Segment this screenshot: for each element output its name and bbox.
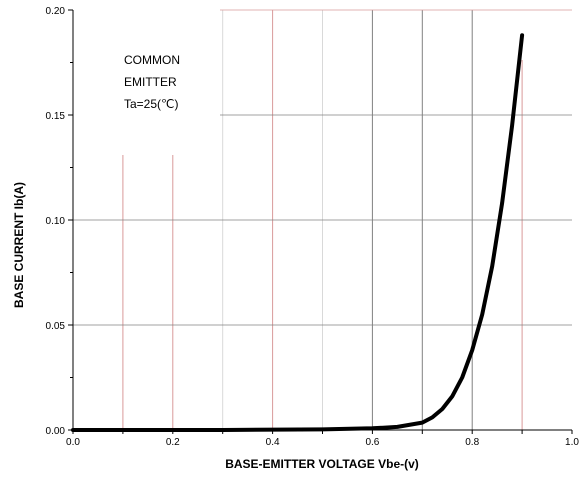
ticks-layer: 0.0 0.2 0.4 0.6 0.8 1.0 0.00 0.05 0.10 0.15 0.20 <box>46 6 580 448</box>
y-tick-label: 0.00 <box>46 426 66 437</box>
y-tick-label: 0.10 <box>46 216 66 227</box>
annotation-line-2: EMITTER <box>124 75 177 89</box>
series-layer <box>71 33 525 432</box>
ib-vbe-curve <box>71 33 525 432</box>
grid-layer <box>73 9 572 430</box>
y-tick-label: 0.05 <box>46 321 66 332</box>
annotation-line-1: COMMON <box>124 53 180 67</box>
x-tick-label: 1.0 <box>565 437 579 448</box>
y-tick-label: 0.20 <box>46 6 66 17</box>
annotation: COMMON EMITTER Ta=25(℃) <box>124 53 180 111</box>
x-tick-label: 0.0 <box>66 437 80 448</box>
x-tick-label: 0.4 <box>266 437 280 448</box>
y-tick-label: 0.15 <box>46 111 66 122</box>
annotation-line-3: Ta=25(℃) <box>124 97 179 111</box>
x-tick-label: 0.6 <box>365 437 379 448</box>
y-axis-title: BASE CURRENT Ib(A) <box>12 182 26 308</box>
x-tick-label: 0.2 <box>166 437 180 448</box>
x-tick-label: 0.8 <box>465 437 479 448</box>
x-axis-title: BASE-EMITTER VOLTAGE Vbe-(v) <box>225 457 419 471</box>
